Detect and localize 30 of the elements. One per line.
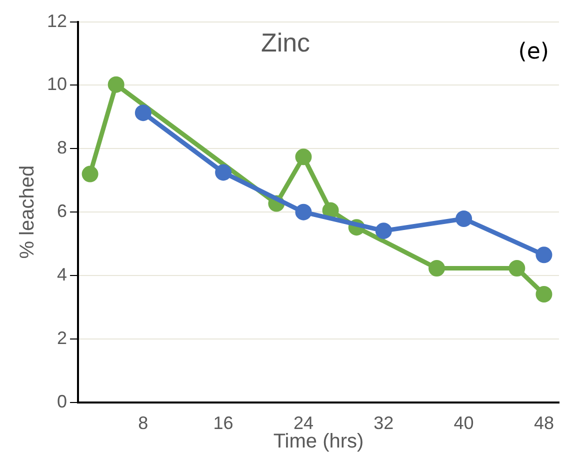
point (215, 164, 232, 181)
x-tick-label: 48 (534, 413, 554, 434)
point (295, 204, 312, 220)
point (295, 148, 312, 166)
point (108, 76, 124, 93)
point (536, 286, 552, 302)
x-tick-label: 40 (454, 413, 474, 434)
point (82, 166, 98, 182)
y-tick-label: 12 (46, 10, 68, 31)
point (456, 210, 472, 228)
x-axis-title: Time (hrs) (273, 430, 364, 453)
y-tick-label: 6 (57, 201, 68, 222)
point (536, 246, 552, 264)
x-tick-label: 32 (374, 413, 394, 434)
y-tick-label: 0 (57, 391, 68, 412)
point (134, 104, 152, 122)
y-tick-label: 10 (46, 74, 68, 94)
point (375, 222, 392, 240)
point (508, 260, 526, 276)
annotation: (e) (518, 40, 549, 65)
chart-title: Zinc (260, 27, 310, 58)
x-tick-label: 16 (213, 413, 234, 434)
y-tick-label: 2 (57, 328, 68, 348)
y-axis-title: % leached (16, 165, 39, 259)
point (322, 202, 339, 219)
y-tick-label: 8 (57, 138, 68, 158)
y-tick-label: 4 (57, 264, 68, 284)
x-tick-label: 24 (293, 413, 314, 434)
x-tick-label: 8 (138, 413, 148, 434)
point (428, 260, 445, 276)
